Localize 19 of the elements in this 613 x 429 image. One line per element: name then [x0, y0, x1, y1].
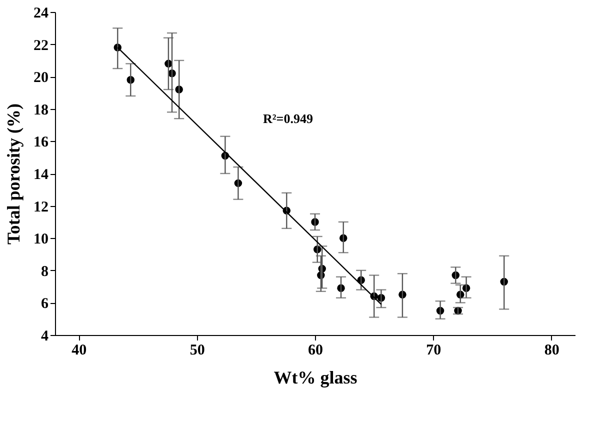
- y-tick-label: 16: [34, 134, 49, 151]
- y-tick-label: 8: [41, 264, 48, 280]
- y-tick-label: 24: [34, 6, 49, 22]
- y-tick-label: 22: [34, 38, 48, 54]
- x-tick-label: 80: [544, 342, 560, 358]
- y-tick-label: 6: [41, 296, 49, 312]
- x-tick-label: 70: [426, 342, 442, 358]
- x-tick-label: 40: [72, 342, 87, 358]
- x-tick-label: 50: [190, 342, 205, 358]
- y-tick-label: 12: [34, 199, 48, 216]
- y-tick-label: 10: [34, 232, 48, 248]
- y-tick-label: 20: [34, 70, 48, 86]
- y-tick-label: 4: [41, 328, 49, 344]
- y-axis-title: Total porosity (%): [4, 103, 24, 245]
- x-tick-label: 60: [308, 342, 323, 358]
- annotation: R²=0.949: [263, 111, 314, 126]
- x-axis-title: Wt% glass: [274, 368, 358, 388]
- y-tick-label: 18: [34, 102, 48, 118]
- y-tick-label: 14: [34, 167, 49, 183]
